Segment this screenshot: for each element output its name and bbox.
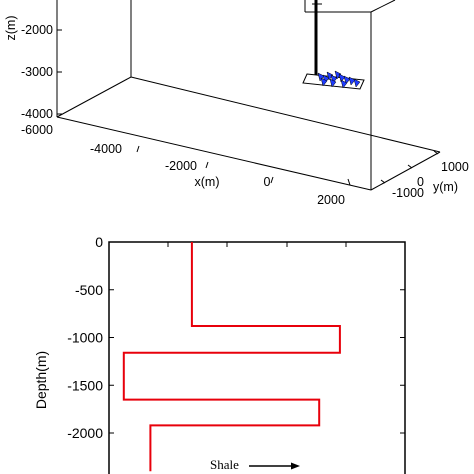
survey-3d-plot: -2000 -3000 -4000 -6000 z(m) -4000 -2000…: [4, 0, 469, 207]
shale-annotation: Shale: [210, 457, 300, 472]
y-tick-label: 0: [417, 175, 424, 189]
depth-axis-label: Depth(m): [33, 351, 49, 409]
event-marker: [338, 73, 346, 83]
x-axis-label: x(m): [195, 175, 220, 189]
x-tick-label: 2000: [317, 193, 345, 207]
y-axis-ticks: [380, 150, 439, 184]
z-tick-label: -2000: [21, 23, 53, 37]
z-tick-label: -6000: [21, 123, 53, 137]
shale-label: Shale: [210, 457, 239, 472]
z-tick-labels: -2000 -3000 -4000 -6000: [21, 23, 53, 137]
arrow-head-icon: [291, 462, 300, 470]
event-marker: [326, 71, 334, 81]
event-marker: [340, 79, 348, 89]
z-axis-ticks: [57, 29, 62, 115]
depth-profile-plot: 0 -500 -1000 -1500 -2000 Depth(m) Shale: [33, 234, 406, 474]
depth-tick-label: -2000: [67, 425, 103, 441]
profile-series: [122, 242, 341, 472]
x-axis-ticks: [136, 145, 351, 186]
event-marker: [329, 78, 337, 88]
y-tick-labels: 1000 0 -1000: [392, 160, 469, 200]
plot-frame: [108, 241, 406, 474]
profile-line: [122, 242, 341, 472]
y-tick-label: 1000: [441, 160, 469, 174]
depth-tick-label: -1000: [67, 330, 103, 346]
top-x-ticks: [167, 242, 347, 247]
depth-axis: 0 -500 -1000 -1500 -2000: [67, 234, 405, 441]
x-tick-label: -2000: [165, 159, 197, 173]
3d-box-edges: [56, 0, 441, 191]
y-tick-label: -1000: [392, 186, 424, 200]
z-tick-label: -4000: [21, 107, 53, 121]
event-marker: [353, 78, 361, 88]
wellbore: [312, 0, 322, 76]
depth-tick-label: -500: [75, 282, 103, 298]
z-tick-label: -3000: [21, 65, 53, 79]
x-tick-label: -4000: [90, 142, 122, 156]
z-axis-label: z(m): [4, 16, 18, 41]
depth-tick-label: 0: [95, 234, 103, 250]
event-marker: [348, 76, 356, 86]
x-tick-label: 0: [264, 175, 271, 189]
microseismic-events: [302, 70, 365, 90]
x-tick-labels: -4000 -2000 0 2000: [90, 142, 345, 207]
depth-tick-label: -1500: [67, 377, 103, 393]
event-marker: [320, 77, 328, 87]
event-marker: [334, 70, 342, 80]
y-axis-label: y(m): [433, 180, 458, 194]
